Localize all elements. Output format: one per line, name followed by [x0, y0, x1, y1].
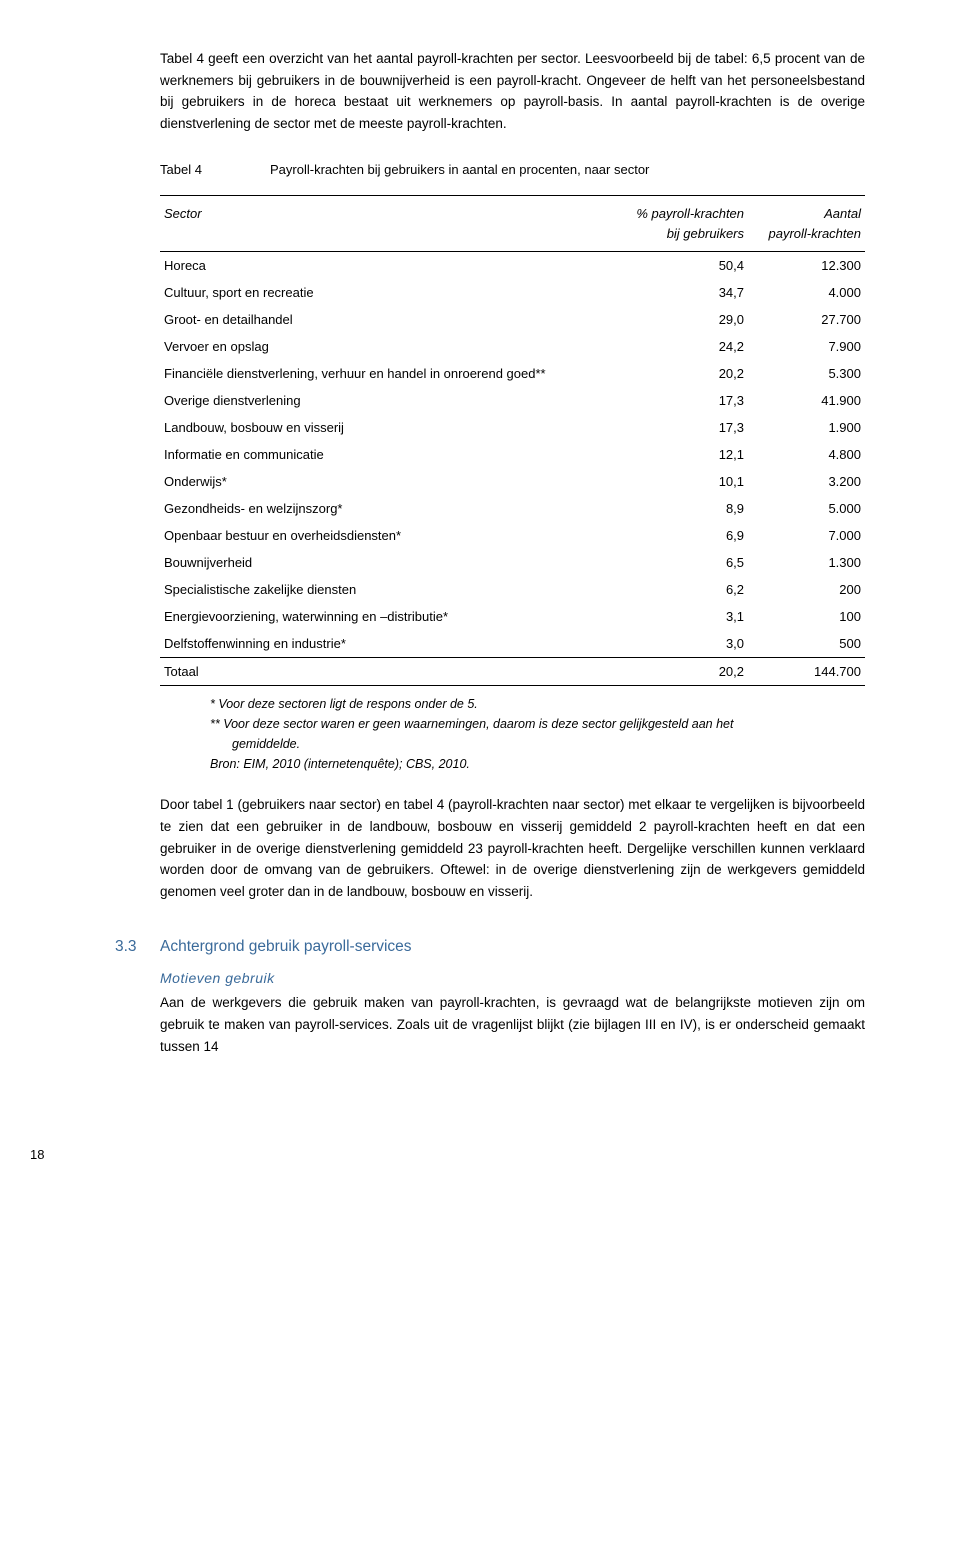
cell-count: 7.900 — [748, 333, 865, 360]
col-cnt-line2: payroll-krachten — [769, 226, 862, 241]
cell-count: 4.800 — [748, 441, 865, 468]
cell-pct: 29,0 — [613, 306, 748, 333]
cell-pct: 17,3 — [613, 387, 748, 414]
table-row: Specialistische zakelijke diensten6,2200 — [160, 576, 865, 603]
table-header-row: Sector % payroll-krachten bij gebruikers… — [160, 196, 865, 252]
cell-pct: 24,2 — [613, 333, 748, 360]
table-row: Financiële dienstverlening, verhuur en h… — [160, 360, 865, 387]
table-row: Delfstoffenwinning en industrie*3,0500 — [160, 630, 865, 658]
cell-count: 100 — [748, 603, 865, 630]
cell-sector: Energievoorziening, waterwinning en –dis… — [160, 603, 613, 630]
cell-pct: 12,1 — [613, 441, 748, 468]
cell-count: 1.900 — [748, 414, 865, 441]
table-footnotes: * Voor deze sectoren ligt de respons ond… — [210, 694, 865, 774]
cell-sector: Cultuur, sport en recreatie — [160, 279, 613, 306]
cell-sector: Vervoer en opslag — [160, 333, 613, 360]
cell-pct: 20,2 — [613, 658, 748, 686]
cell-count: 144.700 — [748, 658, 865, 686]
cell-count: 5.000 — [748, 495, 865, 522]
cell-pct: 3,0 — [613, 630, 748, 658]
cell-count: 500 — [748, 630, 865, 658]
table-row: Onderwijs*10,13.200 — [160, 468, 865, 495]
col-pct-line1: % payroll-krachten — [636, 206, 744, 221]
footnote-2b: gemiddelde. — [232, 734, 865, 754]
cell-sector: Horeca — [160, 252, 613, 280]
footnote-source: Bron: EIM, 2010 (internetenquête); CBS, … — [210, 754, 865, 774]
cell-pct: 17,3 — [613, 414, 748, 441]
cell-count: 27.700 — [748, 306, 865, 333]
cell-sector: Overige dienstverlening — [160, 387, 613, 414]
cell-count: 3.200 — [748, 468, 865, 495]
col-cnt-line1: Aantal — [824, 206, 861, 221]
table-row: Overige dienstverlening17,341.900 — [160, 387, 865, 414]
cell-sector: Landbouw, bosbouw en visserij — [160, 414, 613, 441]
section-number: 3.3 — [115, 938, 160, 956]
page-content: Tabel 4 geeft een overzicht van het aant… — [0, 0, 960, 1202]
table-row: Gezondheids- en welzijnszorg*8,95.000 — [160, 495, 865, 522]
table-title: Payroll-krachten bij gebruikers in aanta… — [270, 162, 649, 177]
cell-sector: Gezondheids- en welzijnszorg* — [160, 495, 613, 522]
cell-pct: 20,2 — [613, 360, 748, 387]
cell-sector: Financiële dienstverlening, verhuur en h… — [160, 360, 613, 387]
cell-sector: Groot- en detailhandel — [160, 306, 613, 333]
cell-pct: 50,4 — [613, 252, 748, 280]
table-label: Tabel 4 — [160, 162, 270, 177]
col-pct-line2: bij gebruikers — [667, 226, 744, 241]
cell-sector: Informatie en communicatie — [160, 441, 613, 468]
cell-pct: 6,9 — [613, 522, 748, 549]
intro-paragraph: Tabel 4 geeft een overzicht van het aant… — [160, 48, 865, 134]
table-4: Tabel 4 Payroll-krachten bij gebruikers … — [160, 162, 865, 686]
table-row: Vervoer en opslag24,27.900 — [160, 333, 865, 360]
table-row: Landbouw, bosbouw en visserij17,31.900 — [160, 414, 865, 441]
table-row: Horeca50,412.300 — [160, 252, 865, 280]
cell-count: 4.000 — [748, 279, 865, 306]
cell-pct: 8,9 — [613, 495, 748, 522]
col-sector: Sector — [160, 196, 613, 252]
cell-pct: 3,1 — [613, 603, 748, 630]
cell-count: 41.900 — [748, 387, 865, 414]
cell-sector: Bouwnijverheid — [160, 549, 613, 576]
page-number: 18 — [30, 1147, 865, 1162]
cell-sector: Openbaar bestuur en overheidsdiensten* — [160, 522, 613, 549]
subheading: Motieven gebruik — [160, 970, 865, 986]
cell-pct: 10,1 — [613, 468, 748, 495]
footnote-2a: ** Voor deze sector waren er geen waarne… — [210, 714, 865, 734]
section-title: Achtergrond gebruik payroll-services — [160, 938, 412, 956]
cell-sector: Delfstoffenwinning en industrie* — [160, 630, 613, 658]
cell-count: 5.300 — [748, 360, 865, 387]
table-row: Cultuur, sport en recreatie34,74.000 — [160, 279, 865, 306]
data-table: Sector % payroll-krachten bij gebruikers… — [160, 195, 865, 686]
cell-sector: Onderwijs* — [160, 468, 613, 495]
section-heading: 3.3 Achtergrond gebruik payroll-services — [115, 938, 865, 956]
cell-pct: 34,7 — [613, 279, 748, 306]
cell-pct: 6,5 — [613, 549, 748, 576]
cell-count: 1.300 — [748, 549, 865, 576]
table-row: Groot- en detailhandel29,027.700 — [160, 306, 865, 333]
motives-paragraph: Aan de werkgevers die gebruik maken van … — [160, 992, 865, 1057]
table-total-row: Totaal20,2144.700 — [160, 658, 865, 686]
footnote-1: * Voor deze sectoren ligt de respons ond… — [210, 694, 865, 714]
cell-sector: Specialistische zakelijke diensten — [160, 576, 613, 603]
after-table-paragraph: Door tabel 1 (gebruikers naar sector) en… — [160, 794, 865, 902]
cell-pct: 6,2 — [613, 576, 748, 603]
table-row: Bouwnijverheid6,51.300 — [160, 549, 865, 576]
cell-count: 200 — [748, 576, 865, 603]
table-caption: Tabel 4 Payroll-krachten bij gebruikers … — [160, 162, 865, 177]
cell-count: 7.000 — [748, 522, 865, 549]
cell-sector: Totaal — [160, 658, 613, 686]
table-row: Informatie en communicatie12,14.800 — [160, 441, 865, 468]
cell-count: 12.300 — [748, 252, 865, 280]
col-pct: % payroll-krachten bij gebruikers — [613, 196, 748, 252]
col-count: Aantal payroll-krachten — [748, 196, 865, 252]
table-row: Openbaar bestuur en overheidsdiensten*6,… — [160, 522, 865, 549]
table-row: Energievoorziening, waterwinning en –dis… — [160, 603, 865, 630]
